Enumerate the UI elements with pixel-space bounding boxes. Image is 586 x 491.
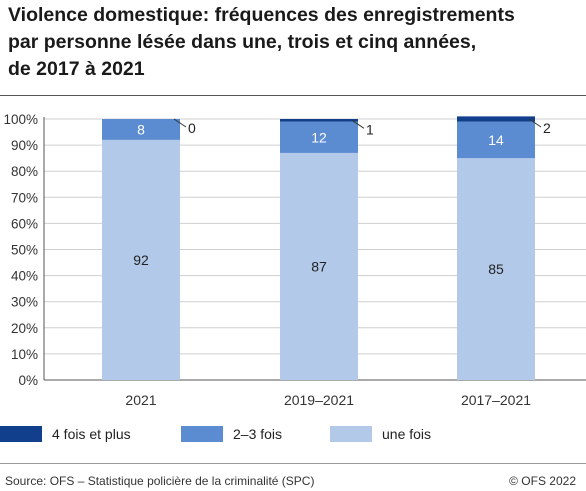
data-label: 8 — [137, 121, 145, 137]
y-tick-label: 100% — [3, 112, 38, 127]
y-tick-label: 0% — [18, 373, 38, 388]
label-leader-line — [173, 118, 187, 128]
x-tick-label: 2017–2021 — [461, 392, 531, 408]
bar-segment — [102, 139, 180, 380]
y-tick-label: 50% — [11, 243, 38, 258]
source-note: Source: OFS – Statistique policière de l… — [5, 474, 315, 488]
data-label: 1 — [366, 121, 374, 137]
data-label: 14 — [488, 132, 504, 148]
data-label: 0 — [188, 120, 196, 136]
data-label: 12 — [311, 129, 327, 145]
y-tick-label: 90% — [11, 138, 38, 153]
legend-swatch — [181, 426, 223, 442]
data-label: 2 — [543, 120, 551, 136]
footer-rule — [0, 463, 586, 464]
bar-segment — [457, 158, 535, 380]
y-tick-label: 80% — [11, 164, 38, 179]
title-line-3: de 2017 à 2021 — [8, 58, 145, 80]
legend-label: 2–3 fois — [233, 426, 282, 442]
y-tick-label: 10% — [11, 347, 38, 362]
legend-label: une fois — [382, 426, 431, 442]
bar-segment — [457, 116, 535, 122]
stacked-bar-chart: 0% 10% 20% 30% 40% 50% 60% 70% 80% 90% 100% 92 8 0 202… — [0, 112, 586, 442]
bar-segment — [280, 152, 358, 380]
x-tick-label: 2019–2021 — [284, 392, 354, 408]
bar-segment — [280, 121, 358, 153]
legend-swatch — [330, 426, 372, 442]
y-tick-label: 70% — [11, 190, 38, 205]
title-rule — [0, 95, 586, 96]
y-tick-label: 30% — [11, 295, 38, 310]
chart-title: Violence domestique: fréquences des enre… — [8, 2, 578, 83]
x-tick-label: 2021 — [125, 392, 156, 408]
y-tick-label: 60% — [11, 216, 38, 231]
copyright-note: © OFS 2022 — [509, 474, 576, 488]
data-label: 85 — [488, 261, 504, 277]
bar-segment — [102, 119, 180, 140]
label-leader-line — [528, 118, 542, 128]
bar-segment — [280, 119, 358, 122]
data-label: 87 — [311, 258, 327, 274]
label-leader-line — [351, 119, 365, 129]
legend-label: 4 fois et plus — [52, 426, 131, 442]
legend-swatch — [0, 426, 42, 442]
title-line-2: par personne lésée dans une, trois et ci… — [8, 31, 477, 53]
title-line-1: Violence domestique: fréquences des enre… — [8, 4, 515, 26]
data-label: 92 — [133, 252, 149, 268]
footer: Source: OFS – Statistique policière de l… — [0, 468, 586, 491]
bar-segment — [457, 121, 535, 159]
y-tick-label: 40% — [11, 269, 38, 284]
y-tick-label: 20% — [11, 321, 38, 336]
